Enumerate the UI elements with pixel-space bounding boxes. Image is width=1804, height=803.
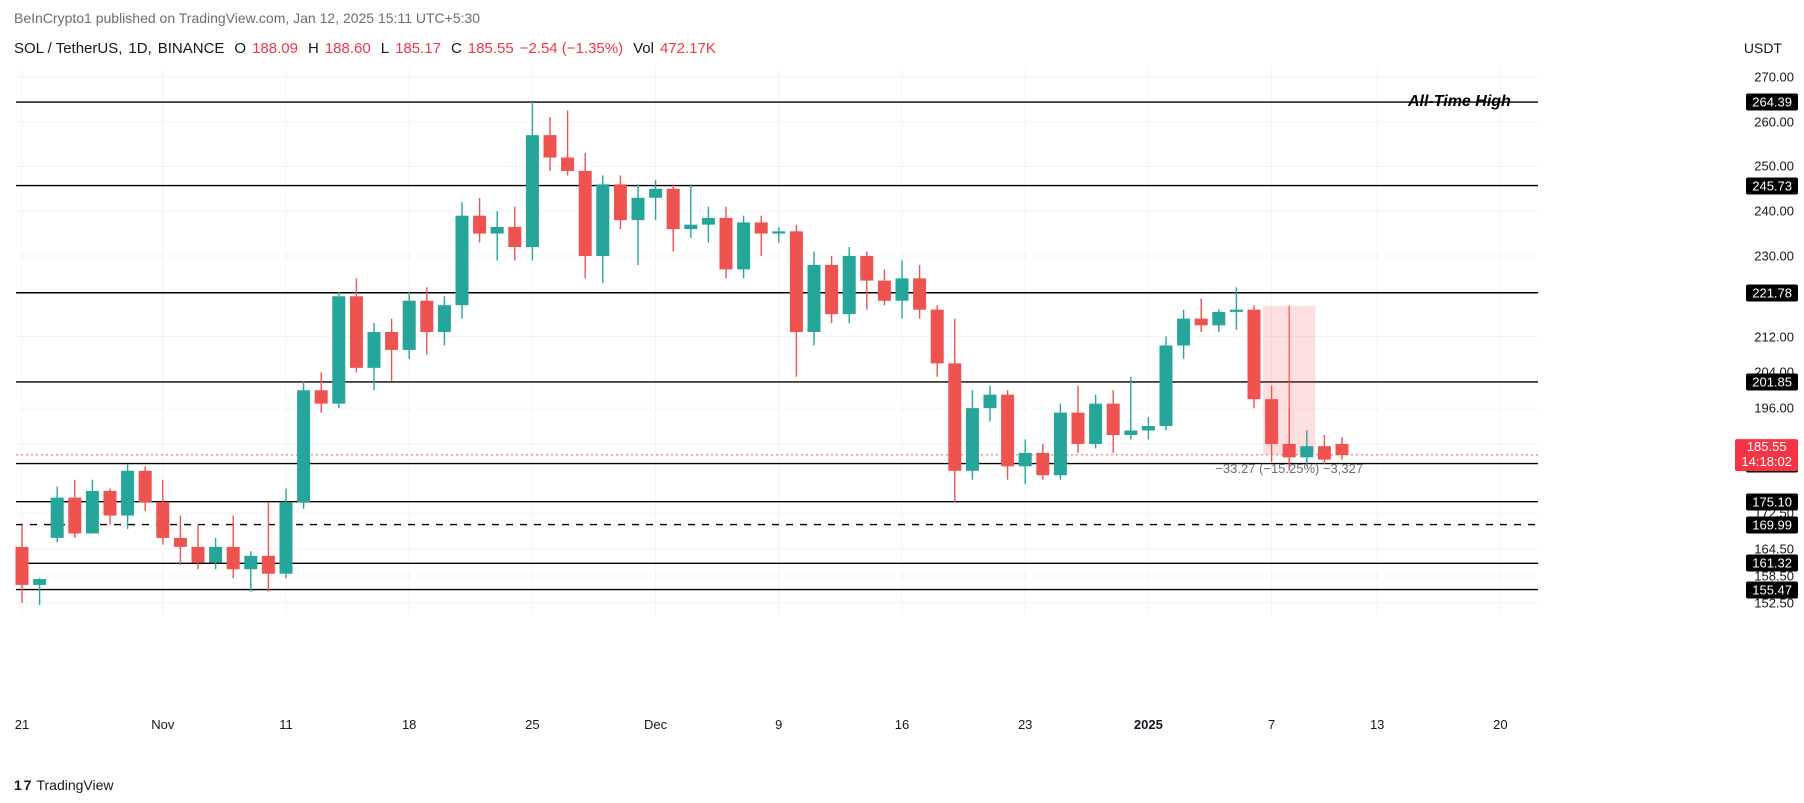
- vol-label: Vol: [633, 40, 654, 57]
- symbol-name[interactable]: SOL / TetherUS,: [14, 40, 122, 57]
- x-tick-label: 25: [525, 717, 539, 732]
- change-value: −2.54 (−1.35%): [520, 40, 623, 57]
- y-tick-label: 240.00: [1754, 204, 1794, 219]
- y-tick-label: 270.00: [1754, 69, 1794, 84]
- x-tick-label: 9: [775, 717, 782, 732]
- level-badge: 221.78: [1746, 284, 1798, 301]
- level-badge: 201.85: [1746, 373, 1798, 390]
- high-label: H: [308, 40, 319, 57]
- footer: 1 7 TradingView: [14, 777, 114, 793]
- timeframe-label[interactable]: 1D,: [128, 40, 151, 57]
- x-tick-label: 18: [402, 717, 416, 732]
- x-tick-label: 21: [15, 717, 29, 732]
- y-tick-label: 260.00: [1754, 114, 1794, 129]
- low-label: L: [381, 40, 389, 57]
- chart-legend: SOL / TetherUS, 1D, BINANCE O 188.09 H 1…: [14, 40, 716, 57]
- y-tick-label: 196.00: [1754, 401, 1794, 416]
- y-axis-title: USDT: [1744, 40, 1782, 56]
- high-value: 188.60: [325, 40, 371, 57]
- countdown-value: 14:18:02: [1741, 455, 1792, 470]
- tradingview-brand: TradingView: [36, 777, 113, 793]
- level-badge: 175.10: [1746, 493, 1798, 510]
- x-tick-label: 13: [1370, 717, 1384, 732]
- x-tick-label: 7: [1268, 717, 1275, 732]
- level-badge: 155.47: [1746, 581, 1798, 598]
- vol-value: 472.17K: [660, 40, 716, 57]
- y-tick-label: 250.00: [1754, 159, 1794, 174]
- x-tick-label: 11: [279, 717, 293, 732]
- close-label: C: [451, 40, 462, 57]
- measure-label: −33.27 (−15.25%) −3,327: [1215, 461, 1363, 476]
- x-tick-label: 20: [1493, 717, 1507, 732]
- open-label: O: [234, 40, 246, 57]
- x-tick-label: Nov: [151, 717, 174, 732]
- level-badge: 245.73: [1746, 177, 1798, 194]
- current-price-badge: 185.5514:18:02: [1735, 439, 1798, 471]
- x-tick-label: Dec: [644, 717, 667, 732]
- ath-label: All-Time High: [1408, 93, 1511, 111]
- chart-body[interactable]: 270.00 260.00 250.00 240.00 230.00 212.00 196.…: [0, 60, 1804, 740]
- level-badge: 161.32: [1746, 555, 1798, 572]
- current-price-value: 185.55: [1741, 440, 1792, 455]
- x-tick-label: 23: [1018, 717, 1032, 732]
- attribution-text: BeInCrypto1 published on TradingView.com…: [14, 10, 480, 26]
- tradingview-logo-icon: 1 7: [14, 777, 30, 793]
- close-value: 185.55: [468, 40, 514, 57]
- open-value: 188.09: [252, 40, 298, 57]
- x-tick-label: 2025: [1134, 717, 1163, 732]
- x-tick-label: 16: [895, 717, 909, 732]
- y-tick-label: 230.00: [1754, 248, 1794, 263]
- chart-svg[interactable]: [0, 60, 1804, 740]
- exchange-label: BINANCE: [158, 40, 225, 57]
- level-badge: 169.99: [1746, 516, 1798, 533]
- y-tick-label: 212.00: [1754, 329, 1794, 344]
- level-badge: 264.39: [1746, 94, 1798, 111]
- low-value: 185.17: [395, 40, 441, 57]
- chart-root: BeInCrypto1 published on TradingView.com…: [0, 0, 1804, 803]
